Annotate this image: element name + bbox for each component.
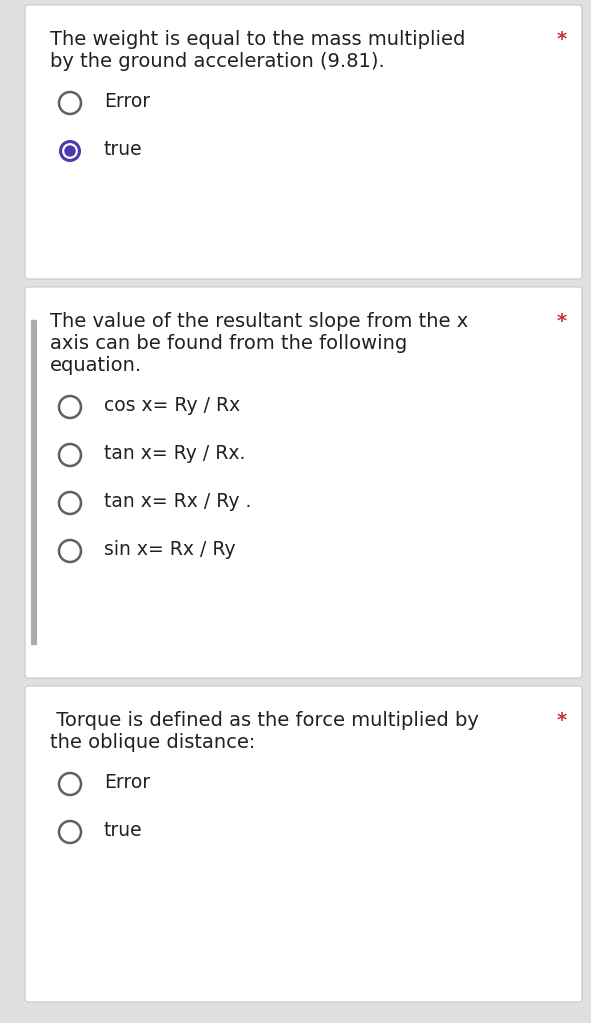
FancyBboxPatch shape	[25, 5, 582, 279]
Text: the oblique distance:: the oblique distance:	[50, 733, 255, 752]
Text: Torque is defined as the force multiplied by: Torque is defined as the force multiplie…	[50, 711, 479, 730]
Text: axis can be found from the following: axis can be found from the following	[50, 333, 407, 353]
Text: The weight is equal to the mass multiplied: The weight is equal to the mass multipli…	[50, 30, 465, 49]
Text: true: true	[104, 821, 142, 840]
Circle shape	[64, 145, 76, 157]
Circle shape	[62, 143, 78, 159]
Text: *: *	[557, 30, 567, 49]
Text: true: true	[104, 140, 142, 159]
Text: sin x= Rx / Ry: sin x= Rx / Ry	[104, 540, 236, 559]
FancyBboxPatch shape	[31, 320, 37, 646]
Text: by the ground acceleration (9.81).: by the ground acceleration (9.81).	[50, 52, 385, 71]
Text: *: *	[557, 312, 567, 331]
Text: cos x= Ry / Rx: cos x= Ry / Rx	[104, 396, 241, 415]
FancyBboxPatch shape	[25, 287, 582, 678]
Text: Error: Error	[104, 92, 150, 112]
Text: tan x= Rx / Ry .: tan x= Rx / Ry .	[104, 492, 251, 512]
Text: Error: Error	[104, 773, 150, 792]
Text: *: *	[557, 711, 567, 730]
Text: tan x= Ry / Rx.: tan x= Ry / Rx.	[104, 444, 245, 463]
Circle shape	[59, 140, 81, 162]
Text: equation.: equation.	[50, 356, 142, 375]
Text: The value of the resultant slope from the x: The value of the resultant slope from th…	[50, 312, 468, 331]
FancyBboxPatch shape	[25, 686, 582, 1002]
